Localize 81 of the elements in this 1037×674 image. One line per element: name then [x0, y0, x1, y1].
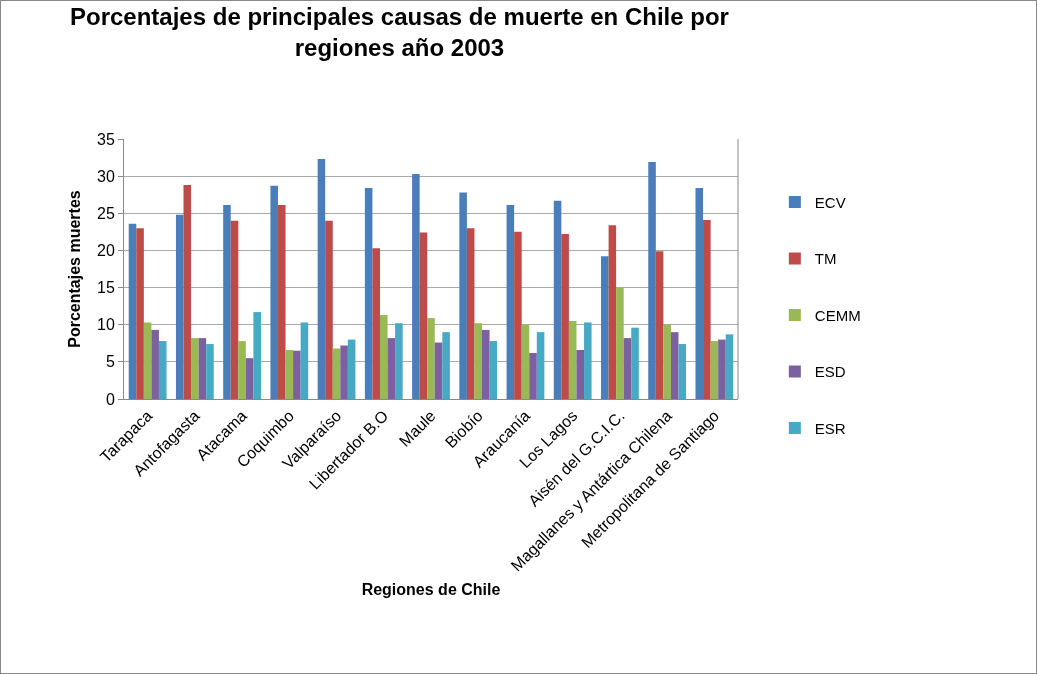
bar — [317, 159, 326, 399]
bar — [198, 338, 207, 399]
bar — [474, 323, 483, 399]
bar — [482, 329, 490, 399]
bar — [379, 315, 388, 399]
bar — [725, 334, 734, 399]
y-tick-label: 25 — [97, 204, 115, 222]
y-tick-label: 15 — [97, 279, 115, 297]
bar — [616, 287, 624, 399]
bar — [230, 220, 239, 399]
bar — [695, 188, 704, 399]
bar — [623, 338, 632, 399]
bar — [151, 329, 159, 399]
bar — [521, 324, 530, 399]
bar — [285, 349, 294, 399]
bar — [387, 338, 396, 399]
bar — [584, 322, 592, 399]
bar — [136, 228, 144, 399]
bar — [395, 323, 403, 399]
bar — [489, 341, 498, 399]
chart-title: Porcentajes de principales causas de muerte en Chile por regiones año 2003 — [70, 2, 729, 61]
y-tick-label: 20 — [97, 242, 115, 260]
bar — [419, 232, 428, 399]
bar — [245, 358, 254, 399]
legend-label: ECV — [814, 193, 846, 211]
legend-label: TM — [814, 250, 837, 268]
y-tick-label: 0 — [105, 390, 115, 408]
bar — [655, 251, 664, 399]
bar — [427, 318, 435, 399]
bar — [128, 223, 137, 399]
bar — [718, 339, 726, 399]
x-axis-title: Regiones de Chile — [361, 581, 501, 599]
y-tick-label: 30 — [97, 167, 115, 185]
bar — [175, 214, 184, 399]
bar — [270, 185, 278, 399]
legend-label: ESR — [814, 419, 846, 437]
y-tick-label: 35 — [97, 130, 115, 148]
bar — [143, 322, 152, 399]
y-tick-label: 10 — [97, 316, 115, 334]
bar — [678, 344, 687, 399]
bar — [648, 162, 656, 399]
bar — [325, 220, 333, 399]
bar — [434, 342, 443, 399]
bar — [442, 332, 450, 399]
bar — [238, 341, 246, 399]
y-axis-title: Porcentajes muertes — [65, 190, 83, 348]
legend-label: CEMM — [814, 306, 861, 324]
bar — [412, 173, 420, 399]
bar — [576, 349, 585, 399]
bar — [253, 312, 261, 399]
bar — [608, 225, 617, 399]
bar — [568, 321, 577, 399]
bar — [347, 339, 356, 399]
bar — [372, 248, 380, 399]
bar — [364, 188, 373, 399]
bar — [183, 185, 192, 399]
bar — [710, 341, 719, 399]
y-tick-label: 5 — [105, 353, 115, 371]
bar — [631, 327, 639, 399]
bar — [536, 332, 545, 399]
bar — [670, 332, 679, 399]
bar — [529, 352, 537, 399]
bar — [561, 234, 569, 399]
bar — [506, 205, 515, 399]
bar — [300, 322, 309, 399]
bar — [663, 324, 671, 399]
bar — [206, 344, 214, 399]
bar — [191, 338, 199, 399]
bar — [277, 205, 286, 399]
bar — [514, 231, 522, 399]
legend-label: ESD — [814, 363, 846, 381]
bar — [293, 350, 301, 399]
bar — [553, 200, 562, 399]
bar — [466, 228, 475, 399]
bar — [340, 345, 348, 399]
bar — [601, 256, 609, 399]
bar — [459, 192, 467, 399]
bar — [332, 348, 341, 399]
bar — [223, 205, 231, 399]
bar — [158, 341, 167, 399]
bar — [703, 219, 711, 399]
